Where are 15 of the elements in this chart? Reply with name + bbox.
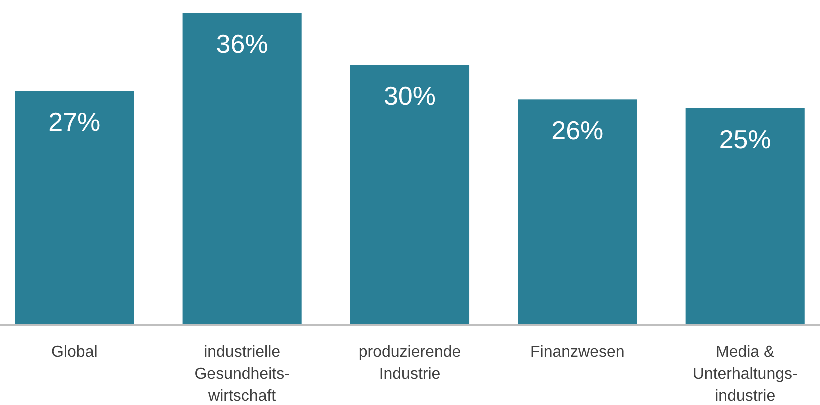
data-label: 25% (719, 124, 772, 154)
bar (350, 65, 470, 325)
x-tick-label: produzierende Industrie (358, 344, 462, 383)
bar (686, 108, 805, 325)
data-label: 30% (384, 81, 436, 111)
x-tick-label: Media & Unterhaltungs- industrie (692, 344, 798, 405)
x-tick-label: industrielle Gesundheits- wirtschaft (194, 344, 290, 405)
x-tick-label: Global (52, 344, 98, 361)
bar (182, 13, 302, 325)
bar (15, 91, 134, 325)
data-label: 26% (552, 116, 604, 146)
data-label: 36% (216, 29, 268, 59)
bar (518, 100, 638, 325)
x-tick-label: Finanzwesen (530, 344, 625, 361)
data-label: 27% (48, 107, 101, 137)
